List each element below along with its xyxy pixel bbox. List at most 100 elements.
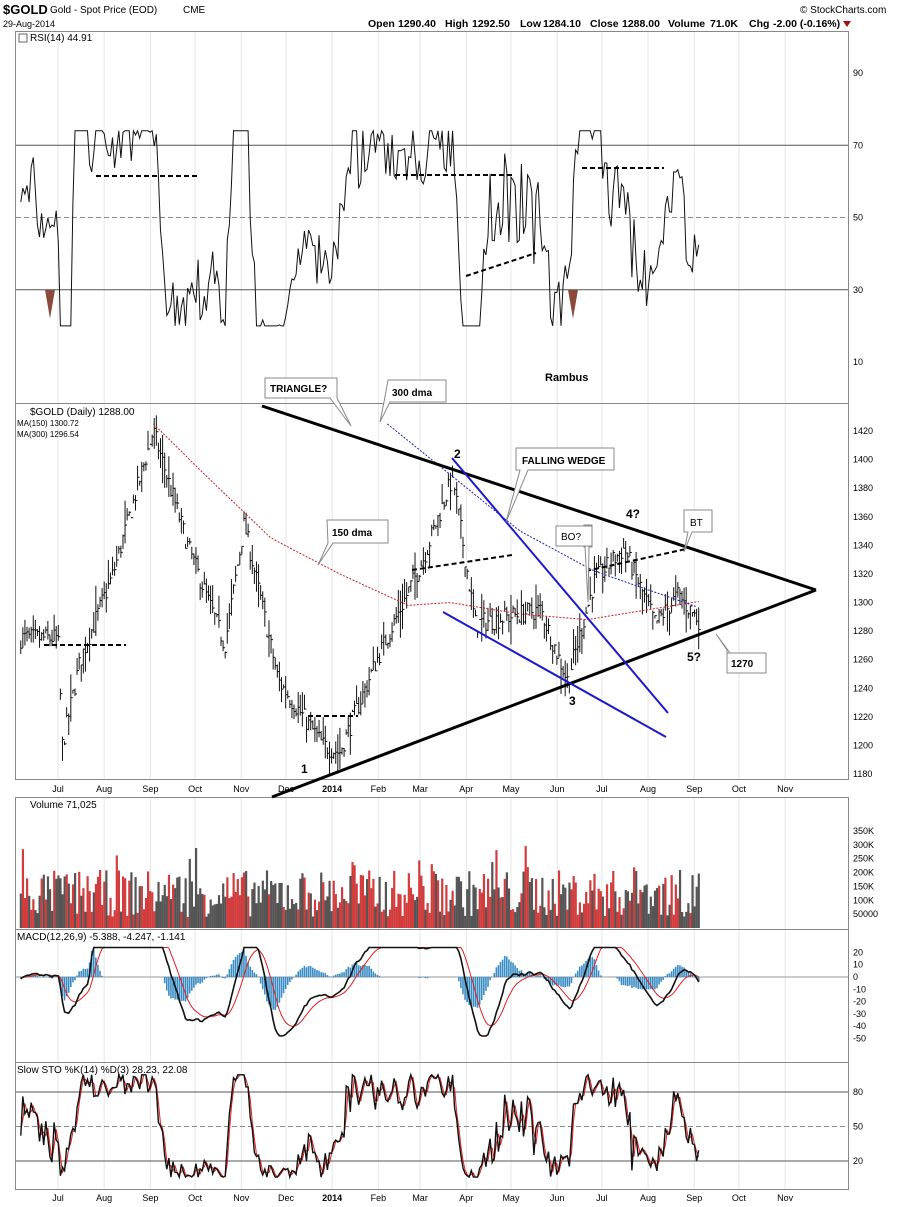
volume-bar [551,878,554,928]
y-tick-label: 1200 [853,740,873,750]
macd-hist-bar [464,977,466,1000]
macd-hist-bar [505,956,508,977]
volume-bar [566,909,569,928]
macd-hist-bar [649,977,652,990]
dma300-label: 300 dma [392,388,432,399]
macd-hist-bar [345,969,347,977]
macd-hist-bar [36,975,39,977]
volume-bar [495,850,498,928]
macd-hist-bar [297,971,299,977]
price-flag-line [411,554,513,571]
volume-bar [380,911,383,928]
volume-bar [689,913,692,928]
macd-hist-bar [355,962,358,977]
price-panel-frame [15,403,849,780]
macd-hist-bar [562,977,564,988]
rsi-y-axis: 90 70 50 30 10 [853,68,863,367]
volume-bar [403,894,406,928]
x-tick-label: Jul [596,1193,608,1203]
wedge-upper-line [451,457,669,714]
volume-bar [205,916,208,928]
volume-bar [668,904,671,928]
macd-y-axis: 20 10 0 -10 -20 -30 -40 -50 [853,947,866,1043]
volume-bar [288,908,292,928]
volume-bar [63,876,66,928]
volume-bar [560,894,563,928]
price-y-axis: 1420 1400 1380 1360 1340 1320 1300 1280 1260 1240… [853,426,873,779]
macd-legend: MACD(12,26,9) -5.388, -4.247, -1.141 [17,932,186,943]
volume-bar [361,875,365,928]
volume-bar [222,883,225,928]
volume-bar [309,893,312,928]
volume-bar [32,899,35,928]
volume-bar [605,884,609,928]
volume-bar [236,878,239,928]
y-tick-label: 1400 [853,455,873,465]
macd-hist-bar [224,977,226,979]
volume-bar [94,884,98,928]
volume-bar [84,911,87,928]
x-axis-price: Jul Aug Sep Oct Nov Dec 2014 Feb Mar Apr May Jun Jul… [52,784,793,794]
sto-d-line [20,1074,700,1178]
wedge-lower-line [442,611,667,738]
low-value: 1284.10 [543,18,581,30]
wave-label-4: 4? [626,507,640,521]
sto-panel-frame [15,1062,849,1190]
macd-hist-bar [168,977,170,996]
volume-y-axis: 350K 300K 250K 200K 150K 100K 50000 [853,826,878,919]
volume-bar [332,880,335,928]
volume-bar [67,883,70,928]
macd-hist-bar [70,977,72,988]
volume-bar [553,903,556,928]
volume-bar [466,889,469,928]
volume-bar [290,899,294,928]
volume-bar [224,896,227,928]
volume-bar [514,912,517,928]
volume-bar [42,874,45,928]
macd-hist-bar [247,962,249,977]
y-tick-label: 50000 [853,909,878,919]
dma300-callout: 300 dma [379,379,447,423]
y-tick-label: 70 [853,140,863,150]
volume-bar [334,894,337,928]
volume-bar [318,901,321,928]
macd-hist-bar [289,977,291,982]
volume-legend: Volume 71,025 [30,800,97,811]
x-tick-label: Aug [640,1193,656,1203]
volume-bar [393,870,396,928]
macd-hist-bar [501,959,504,977]
macd-hist-bar [320,972,322,977]
macd-hist-bar [74,977,76,981]
macd-hist-bar [268,977,270,1005]
volume-bar [597,888,600,928]
volume-bar [608,908,611,928]
x-tick-label: Apr [459,784,473,794]
x-tick-label: Dec [278,1193,295,1203]
x-tick-label: Jun [550,1193,565,1203]
macd-hist-bar [591,957,594,977]
falling-wedge-label: FALLING WEDGE [522,456,606,467]
volume-bar [124,878,127,928]
macd-hist-bar [626,977,629,987]
macd-hist-bar [84,968,87,977]
volume-bar [655,888,659,928]
volume-bar [301,873,304,928]
volume-bar [178,876,181,928]
volume-bar [48,889,52,928]
macd-hist-bar [295,974,297,977]
volume-bar [119,911,123,928]
macd-hist-bar [86,968,89,977]
volume-bar [351,861,354,928]
volume-bar [38,895,41,928]
volume-bar [664,877,667,928]
quote-summary: Open 1290.40 High 1292.50 Low 1284.10 Cl… [368,18,840,30]
y-tick-label: 250K [853,854,874,864]
volume-bar [199,888,202,928]
macd-hist-bar [92,949,95,977]
macd-hist-bar [34,975,37,977]
macd-hist-bar [374,973,377,977]
macd-hist-bar [193,977,195,988]
volume-bar [691,875,694,928]
volume-bar [303,877,306,928]
close-value: 1288.00 [622,18,660,30]
